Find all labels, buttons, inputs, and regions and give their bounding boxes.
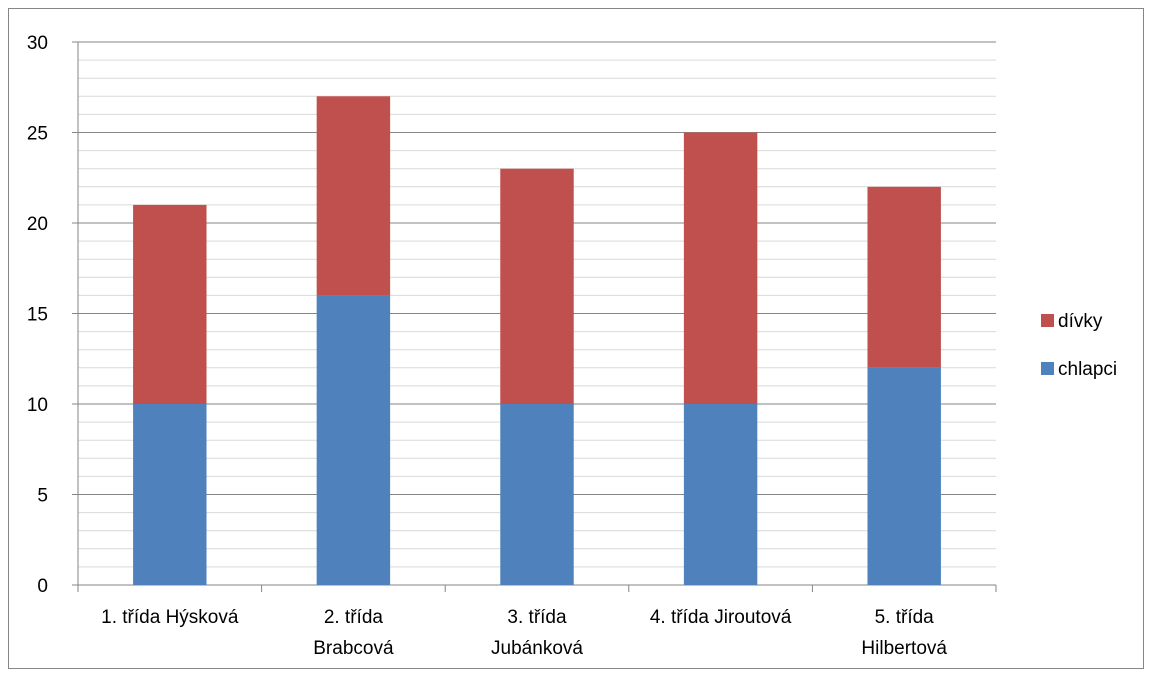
bar-chlapci-5 [867,367,941,585]
y-tick-label: 15 [27,305,48,326]
y-tick-label: 20 [27,214,48,235]
bar-chlapci-4 [683,404,758,585]
bar-dívky-1 [133,204,207,404]
y-tick-label: 0 [37,576,48,597]
legend-label-dívky: dívky [1058,311,1103,332]
category-label: 2. třída [324,607,384,628]
bar-chlapci-1 [133,404,207,585]
category-label: Brabcová [313,638,394,659]
category-label: 5. třída [875,607,935,628]
y-tick-label: 30 [27,33,48,54]
category-label: Hilbertová [861,638,947,659]
y-tick-label: 5 [37,486,48,507]
legend-swatch-dívky [1041,314,1054,327]
bar-dívky-5 [867,186,941,368]
legend-label-chlapci: chlapci [1058,359,1117,380]
category-label: 3. třída [507,607,567,628]
y-tick-label: 10 [27,395,48,416]
legend-swatch-chlapci [1041,362,1054,375]
category-label: Jubánková [491,638,583,659]
bar-chlapci-3 [500,404,574,585]
bar-chlapci-2 [316,295,391,585]
category-label: 1. třída Hýsková [101,607,239,628]
bar-dívky-4 [683,132,758,404]
category-label: 4. třída Jiroutová [650,607,792,628]
bar-dívky-2 [316,96,391,296]
y-tick-label: 25 [27,124,48,145]
bar-dívky-3 [500,168,574,404]
